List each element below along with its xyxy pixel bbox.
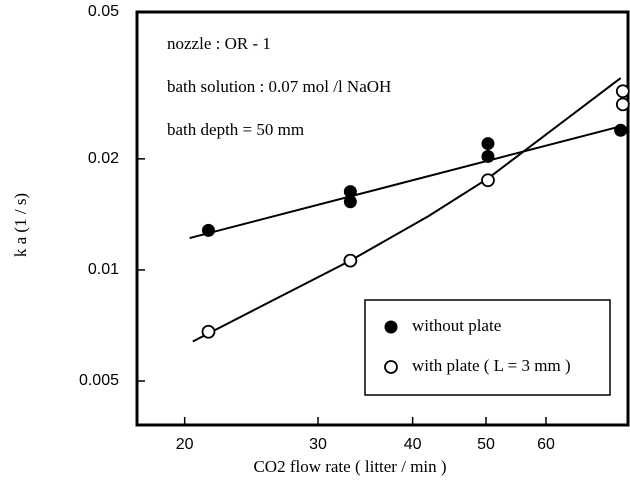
- fit-line: [189, 125, 621, 240]
- fit-line: [192, 77, 622, 343]
- x-tick-label: 60: [537, 436, 555, 453]
- annotation: bath solution : 0.07 mol /l NaOH: [167, 77, 391, 96]
- point: [614, 123, 628, 137]
- legend-box: [364, 299, 611, 396]
- y-tick-label: 0.005: [79, 372, 119, 389]
- x-tick-label: 20: [176, 436, 194, 453]
- point: [201, 223, 215, 237]
- x-tick-label: 50: [477, 436, 495, 453]
- y-tick-label: 0.02: [88, 150, 119, 167]
- legend-label: with plate ( L = 3 mm ): [412, 356, 571, 375]
- point: [481, 137, 495, 151]
- x-tick-label: 40: [404, 436, 422, 453]
- point: [343, 253, 358, 268]
- point: [343, 195, 357, 209]
- legend-marker: [384, 320, 398, 334]
- point: [615, 84, 630, 99]
- point: [201, 324, 216, 339]
- annotation: nozzle : OR - 1: [167, 34, 271, 53]
- y-tick-label: 0.01: [88, 261, 119, 278]
- annotation: bath depth = 50 mm: [167, 120, 304, 139]
- x-axis-label: CO2 flow rate ( litter / min ): [253, 457, 446, 476]
- point: [481, 173, 495, 188]
- y-axis-label: k a (1 / s): [11, 193, 30, 257]
- legend-label: without plate: [412, 316, 501, 335]
- y-tick-label: 0.05: [88, 3, 119, 20]
- x-tick-label: 30: [309, 436, 327, 453]
- legend-marker: [384, 360, 398, 374]
- plot-frame: [135, 10, 630, 427]
- point: [615, 97, 630, 112]
- point: [481, 149, 495, 163]
